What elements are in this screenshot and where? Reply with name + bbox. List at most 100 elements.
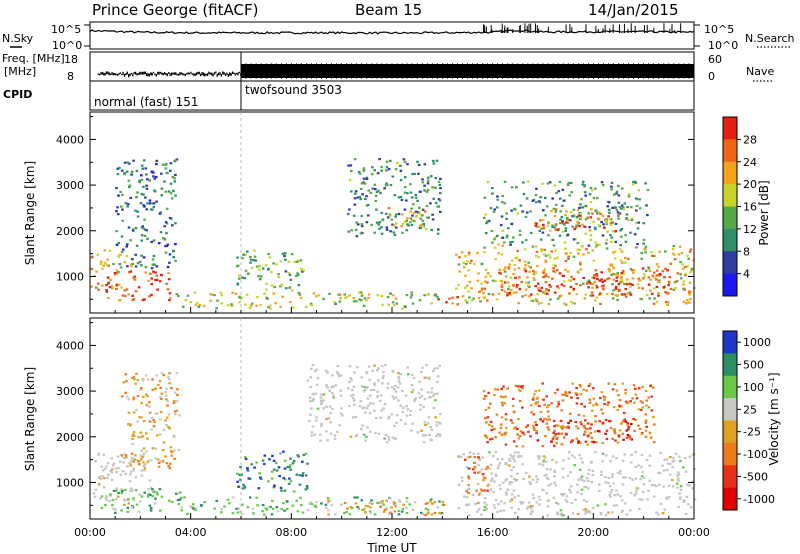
- scatter-cell: [137, 436, 141, 439]
- scatter-cell: [366, 426, 369, 429]
- scatter-cell: [468, 280, 472, 283]
- scatter-cell: [436, 232, 440, 235]
- scatter-cell: [635, 489, 638, 493]
- scatter-cell: [403, 191, 407, 194]
- scatter-cell: [129, 459, 133, 462]
- scatter-cell: [421, 219, 425, 222]
- scatter-cell: [570, 275, 573, 279]
- scatter-cell: [579, 268, 583, 271]
- scatter-cell: [642, 272, 646, 276]
- scatter-cell: [402, 158, 406, 161]
- scatter-cell: [618, 404, 621, 407]
- scatter-cell: [255, 304, 258, 307]
- scatter-cell: [487, 391, 490, 394]
- frequency-point: [158, 71, 160, 75]
- scatter-cell: [636, 198, 640, 201]
- scatter-cell: [468, 296, 471, 299]
- scatter-cell: [117, 271, 120, 274]
- scatter-cell: [296, 510, 300, 513]
- scatter-cell: [109, 493, 112, 496]
- scatter-cell: [215, 499, 218, 502]
- scatter-cell: [124, 472, 128, 476]
- frequency-point: [168, 71, 170, 74]
- scatter-cell: [333, 300, 337, 304]
- scatter-cell: [529, 293, 533, 296]
- scatter-cell: [419, 224, 422, 228]
- scatter-cell: [269, 304, 272, 307]
- scatter-cell: [249, 255, 252, 258]
- scatter-cell: [655, 484, 658, 487]
- scatter-cell: [144, 265, 148, 268]
- scatter-cell: [487, 219, 491, 223]
- scatter-cell: [99, 262, 103, 265]
- scatter-cell: [167, 464, 170, 468]
- scatter-cell: [620, 293, 624, 296]
- scatter-cell: [392, 397, 396, 400]
- scatter-cell: [542, 209, 545, 212]
- scatter-cell: [553, 214, 557, 218]
- frequency-point: [154, 73, 156, 76]
- scatter-cell: [607, 208, 611, 211]
- scatter-cell: [670, 478, 674, 482]
- scatter-cell: [592, 404, 595, 407]
- scatter-cell: [171, 500, 174, 503]
- scatter-cell: [623, 283, 626, 286]
- scatter-cell: [298, 293, 302, 296]
- frequency-point: [116, 73, 119, 76]
- scatter-cell: [527, 430, 530, 433]
- scatter-cell: [360, 385, 364, 388]
- scatter-cell: [545, 492, 548, 495]
- y-tick-label: 2000: [56, 431, 84, 444]
- scatter-cell: [359, 187, 363, 190]
- scatter-cell: [553, 470, 556, 473]
- scatter-cell: [575, 386, 578, 390]
- scatter-cell: [432, 406, 436, 409]
- scatter-cell: [405, 229, 408, 232]
- frequency-point: [220, 73, 223, 77]
- scatter-cell: [255, 265, 259, 268]
- scatter-cell: [610, 273, 613, 276]
- scatter-cell: [356, 223, 360, 226]
- colorbar-tick-label: -1000: [743, 493, 775, 506]
- scatter-cell: [658, 274, 661, 277]
- scatter-cell: [580, 198, 583, 201]
- scatter-cell: [115, 284, 119, 287]
- scatter-cell: [529, 482, 532, 485]
- scatter-cell: [567, 421, 570, 425]
- scatter-cell: [549, 285, 552, 288]
- scatter-cell: [351, 393, 355, 397]
- scatter-cell: [411, 508, 415, 511]
- scatter-cell: [365, 371, 369, 374]
- scatter-cell: [510, 506, 513, 509]
- scatter-cell: [567, 425, 570, 428]
- scatter-cell: [636, 283, 640, 286]
- scatter-cell: [661, 512, 665, 515]
- frequency-point: [217, 72, 220, 76]
- scatter-cell: [261, 267, 265, 270]
- scatter-cell: [476, 471, 480, 474]
- scatter-cell: [515, 291, 518, 294]
- frequency-point: [133, 71, 135, 74]
- scatter-cell: [534, 285, 537, 288]
- scatter-cell: [146, 437, 149, 440]
- scatter-cell: [430, 302, 433, 305]
- scatter-cell: [125, 245, 128, 248]
- scatter-cell: [296, 273, 300, 277]
- scatter-cell: [615, 190, 619, 193]
- scatter-cell: [685, 483, 689, 486]
- scatter-cell: [646, 214, 649, 217]
- scatter-cell: [93, 495, 97, 498]
- scatter-cell: [374, 417, 378, 420]
- scatter-cell: [477, 463, 480, 467]
- scatter-cell: [553, 475, 556, 478]
- scatter-cell: [512, 236, 515, 239]
- scatter-cell: [173, 391, 177, 394]
- scatter-cell: [332, 394, 335, 397]
- scatter-cell: [175, 400, 179, 403]
- scatter-cell: [409, 296, 413, 299]
- scatter-cell: [478, 491, 482, 494]
- scatter-cell: [601, 412, 605, 415]
- scatter-cell: [524, 264, 527, 267]
- scatter-cell: [518, 259, 521, 262]
- frequency-point: [121, 73, 123, 76]
